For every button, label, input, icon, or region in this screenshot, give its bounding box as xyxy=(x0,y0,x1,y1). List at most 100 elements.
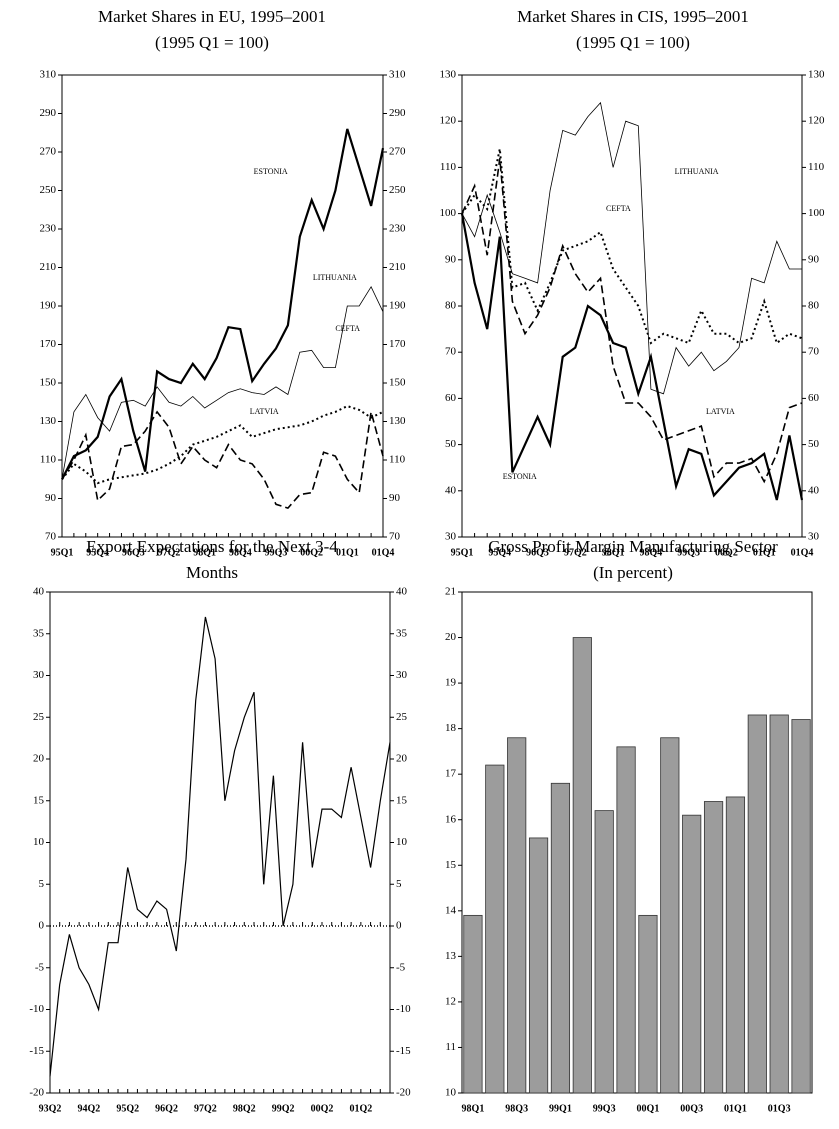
x-tick-label: 95Q1 xyxy=(451,547,474,558)
y-tick-label: 110 xyxy=(40,454,57,466)
x-tick-label: 99Q3 xyxy=(593,1103,616,1114)
x-tick-label: 97Q2 xyxy=(564,547,587,558)
y2-tick-label: -10 xyxy=(396,1003,411,1015)
y-tick-label: 70 xyxy=(45,531,57,543)
y2-tick-label: -20 xyxy=(396,1087,411,1099)
y-tick-label: 19 xyxy=(445,677,457,689)
y-tick-label: 35 xyxy=(33,627,45,639)
x-tick-label: 01Q1 xyxy=(753,547,776,558)
x-tick-label: 95Q2 xyxy=(116,1103,139,1114)
bar xyxy=(594,810,614,1094)
x-tick-label: 97Q2 xyxy=(194,1103,217,1114)
x-tick-label: 98Q3 xyxy=(505,1103,528,1114)
line-series xyxy=(61,285,384,480)
x-tick-label: 98Q1 xyxy=(462,1103,485,1114)
x-tick-label: 00Q2 xyxy=(311,1103,334,1114)
x-tick-label: 94Q2 xyxy=(77,1103,100,1114)
y-tick-label: 21 xyxy=(445,586,456,598)
y-tick-label: 25 xyxy=(33,711,45,723)
chart-subtitle: (In percent) xyxy=(593,563,673,582)
x-tick-label: 01Q4 xyxy=(791,547,814,558)
x-tick-label: 98Q4 xyxy=(639,547,662,558)
y2-tick-label: -15 xyxy=(396,1045,411,1057)
bar xyxy=(703,801,724,1094)
plot-frame xyxy=(461,591,813,1094)
y2-tick-label: 110 xyxy=(389,454,406,466)
y-tick-label: 250 xyxy=(40,184,57,196)
y2-tick-label: 40 xyxy=(808,484,820,496)
y2-tick-label: 250 xyxy=(389,184,406,196)
y-tick-label: 15 xyxy=(33,794,45,806)
bar xyxy=(791,719,811,1094)
y-tick-label: -20 xyxy=(29,1087,44,1099)
y2-tick-label: 30 xyxy=(808,531,820,543)
series-label: CEFTA xyxy=(335,324,360,333)
y2-tick-label: 30 xyxy=(396,669,408,681)
y-tick-label: 0 xyxy=(39,920,45,932)
y2-tick-label: 10 xyxy=(396,836,408,848)
bar xyxy=(747,714,767,1094)
series-label: ESTONIA xyxy=(254,167,288,176)
bar xyxy=(463,914,483,1094)
x-tick-label: 99Q3 xyxy=(677,547,700,558)
chart-subtitle: (1995 Q1 = 100) xyxy=(155,33,269,52)
bar xyxy=(485,764,505,1094)
x-tick-label: 01Q1 xyxy=(336,547,359,558)
y-tick-label: 30 xyxy=(445,531,457,543)
y-tick-label: 11 xyxy=(445,1041,456,1053)
y-tick-label: 17 xyxy=(445,768,457,780)
y-tick-label: 15 xyxy=(445,859,457,871)
y-tick-label: 210 xyxy=(40,261,57,273)
chart-title: Market Shares in EU, 1995–2001 xyxy=(98,7,326,26)
y2-tick-label: 150 xyxy=(389,377,406,389)
y2-tick-label: 90 xyxy=(808,253,820,265)
x-tick-label: 99Q3 xyxy=(265,547,288,558)
line-series xyxy=(461,158,803,484)
chart-title: Gross Profit Margin Manufacturing Sector xyxy=(488,537,778,556)
y2-tick-label: 310 xyxy=(389,69,406,81)
bar xyxy=(638,914,658,1094)
x-tick-label: 00Q1 xyxy=(637,1103,660,1114)
y2-tick-label: 70 xyxy=(808,346,820,358)
x-tick-label: 98Q1 xyxy=(193,547,216,558)
y-tick-label: 230 xyxy=(40,223,57,235)
series-label: ESTONIA xyxy=(503,472,537,481)
x-tick-label: 96Q3 xyxy=(526,547,549,558)
y2-tick-label: 120 xyxy=(808,115,825,127)
chart-title: Market Shares in CIS, 1995–2001 xyxy=(517,7,749,26)
y-tick-label: -5 xyxy=(35,961,45,973)
y-tick-label: 40 xyxy=(33,586,45,598)
y-tick-label: 290 xyxy=(40,107,57,119)
series-label: LITHUANIA xyxy=(675,167,719,176)
y-tick-label: 50 xyxy=(445,438,457,450)
y2-tick-label: 15 xyxy=(396,794,408,806)
y2-tick-label: 230 xyxy=(389,223,406,235)
y2-tick-label: 70 xyxy=(389,531,401,543)
x-tick-label: 98Q4 xyxy=(229,547,252,558)
x-tick-label: 96Q3 xyxy=(122,547,145,558)
y2-tick-label: 90 xyxy=(389,492,401,504)
y2-tick-label: 130 xyxy=(389,415,406,427)
line-series xyxy=(61,405,384,485)
plot-frame xyxy=(61,74,384,538)
x-tick-label: 95Q4 xyxy=(86,547,109,558)
bar xyxy=(725,796,746,1094)
line-series xyxy=(61,128,385,480)
y-tick-label: -10 xyxy=(29,1003,44,1015)
y2-tick-label: 110 xyxy=(808,161,825,173)
x-tick-label: 01Q2 xyxy=(349,1103,372,1114)
x-tick-label: 01Q4 xyxy=(372,547,395,558)
y-tick-label: 10 xyxy=(33,836,45,848)
x-tick-label: 95Q4 xyxy=(488,547,511,558)
x-tick-label: 93Q2 xyxy=(39,1103,62,1114)
y-tick-label: 190 xyxy=(40,300,57,312)
y-tick-label: 90 xyxy=(445,253,457,265)
y-tick-label: 90 xyxy=(45,492,57,504)
y-tick-label: 270 xyxy=(40,146,57,158)
x-tick-label: 01Q1 xyxy=(724,1103,747,1114)
y-tick-label: 14 xyxy=(445,904,457,916)
x-tick-label: 98Q2 xyxy=(233,1103,256,1114)
series-label: LATVIA xyxy=(250,407,279,416)
y-tick-label: 100 xyxy=(440,207,457,219)
